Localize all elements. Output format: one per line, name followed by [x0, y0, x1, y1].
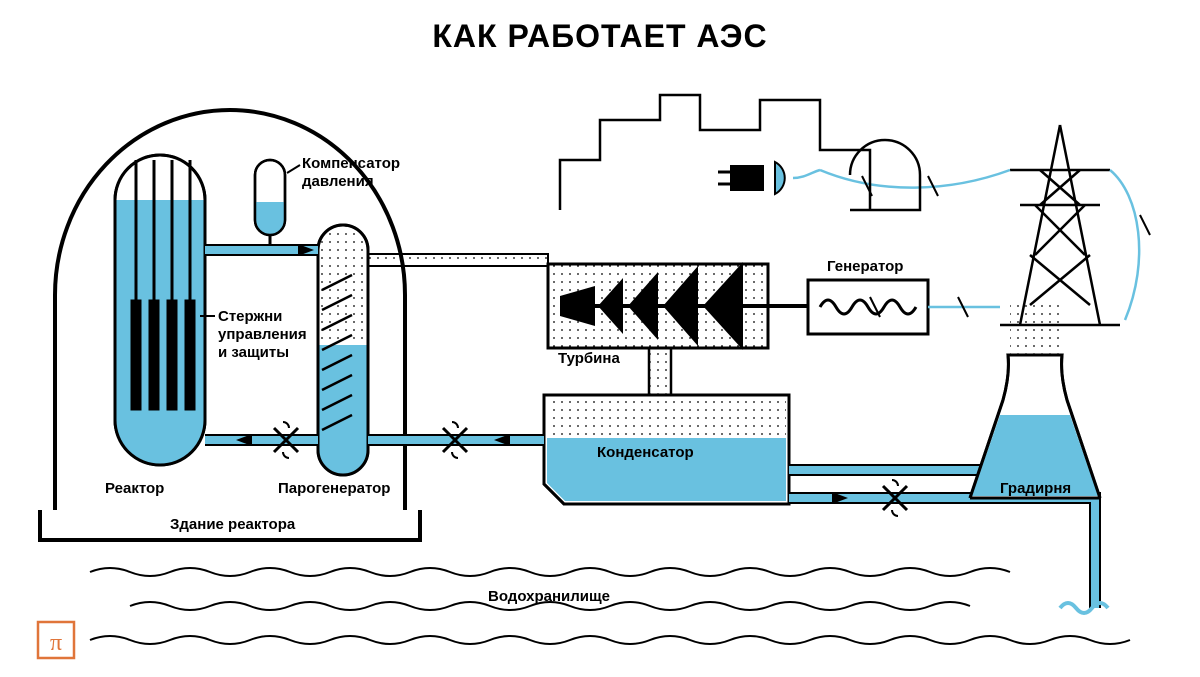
- label-reservoir: Водохранилище: [488, 588, 610, 606]
- reservoir-waves: [90, 568, 1130, 644]
- steam-generator: [318, 225, 368, 475]
- reactor-vessel: [115, 155, 215, 465]
- transmission-pylon: [1000, 125, 1120, 325]
- label-pressurizer: Компенсатор давления: [302, 155, 400, 191]
- pressurizer: [255, 160, 300, 250]
- condenser: [544, 348, 789, 504]
- steam-line: [368, 254, 548, 266]
- city-icon: [560, 95, 920, 210]
- label-generator: Генератор: [827, 258, 903, 276]
- pi-logo: π: [38, 622, 74, 658]
- cooling-tower: [970, 300, 1100, 498]
- label-condenser: Конденсатор: [597, 444, 694, 462]
- feedwater-line: [368, 422, 544, 458]
- label-steam-gen: Парогенератор: [278, 480, 390, 498]
- generator: [808, 280, 928, 334]
- label-reactor: Реактор: [105, 480, 164, 498]
- plug-icon: [718, 162, 820, 194]
- turbine: [548, 262, 808, 350]
- svg-text:π: π: [50, 630, 62, 656]
- label-control-rods: Стержни управления и защиты: [218, 308, 307, 362]
- diagram-title: КАК РАБОТАЕТ АЭС: [0, 18, 1200, 55]
- label-building: Здание реактора: [170, 516, 295, 534]
- label-turbine: Турбина: [558, 350, 620, 368]
- label-cooling-tower: Градирня: [1000, 480, 1071, 498]
